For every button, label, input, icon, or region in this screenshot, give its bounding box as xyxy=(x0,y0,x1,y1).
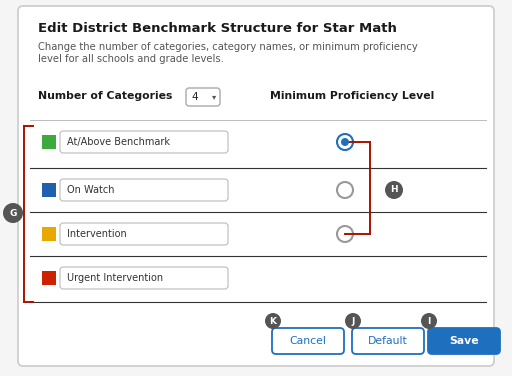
Text: Intervention: Intervention xyxy=(67,229,127,239)
Text: Minimum Proficiency Level: Minimum Proficiency Level xyxy=(270,91,434,101)
Text: Cancel: Cancel xyxy=(290,336,327,346)
Text: level for all schools and grade levels.: level for all schools and grade levels. xyxy=(38,54,224,64)
Text: J: J xyxy=(351,317,355,326)
Text: Save: Save xyxy=(449,336,479,346)
FancyBboxPatch shape xyxy=(60,267,228,289)
FancyBboxPatch shape xyxy=(186,88,220,106)
Text: On Watch: On Watch xyxy=(67,185,115,195)
Text: I: I xyxy=(428,317,431,326)
FancyBboxPatch shape xyxy=(60,223,228,245)
Text: G: G xyxy=(9,209,17,217)
Circle shape xyxy=(265,313,281,329)
Circle shape xyxy=(385,181,403,199)
Text: At/Above Benchmark: At/Above Benchmark xyxy=(67,137,170,147)
Bar xyxy=(42,135,56,149)
Text: ▾: ▾ xyxy=(212,92,216,102)
FancyBboxPatch shape xyxy=(60,179,228,201)
Text: Urgent Intervention: Urgent Intervention xyxy=(67,273,163,283)
Circle shape xyxy=(3,203,23,223)
FancyBboxPatch shape xyxy=(352,328,424,354)
Text: K: K xyxy=(269,317,276,326)
Circle shape xyxy=(421,313,437,329)
Text: Number of Categories: Number of Categories xyxy=(38,91,173,101)
Text: 4: 4 xyxy=(191,92,198,102)
Bar xyxy=(42,227,56,241)
Text: H: H xyxy=(390,185,398,194)
FancyBboxPatch shape xyxy=(60,131,228,153)
Bar xyxy=(42,183,56,197)
FancyBboxPatch shape xyxy=(18,6,494,366)
Text: Default: Default xyxy=(368,336,408,346)
Circle shape xyxy=(345,313,361,329)
Circle shape xyxy=(337,226,353,242)
Circle shape xyxy=(337,134,353,150)
Text: Edit District Benchmark Structure for Star Math: Edit District Benchmark Structure for St… xyxy=(38,22,397,35)
FancyBboxPatch shape xyxy=(272,328,344,354)
Circle shape xyxy=(337,182,353,198)
FancyBboxPatch shape xyxy=(428,328,500,354)
Text: Change the number of categories, category names, or minimum proficiency: Change the number of categories, categor… xyxy=(38,42,418,52)
Circle shape xyxy=(341,138,349,146)
Bar xyxy=(42,271,56,285)
